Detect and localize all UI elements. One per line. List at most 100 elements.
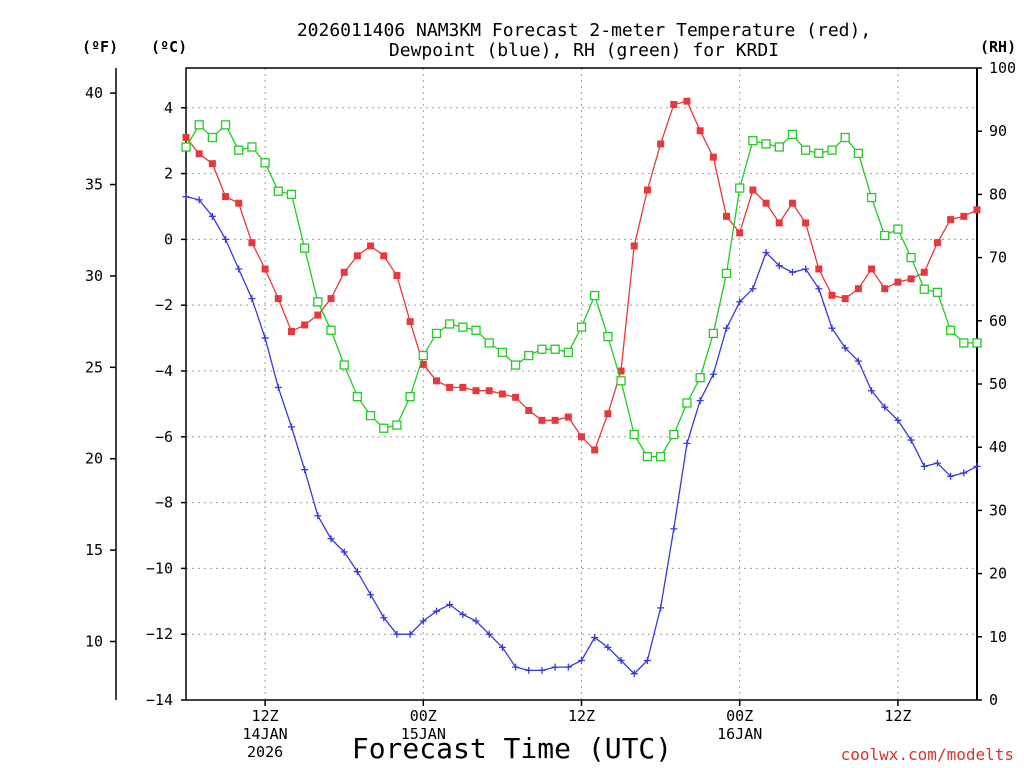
temperature-point: [406, 318, 414, 326]
rh-point: [616, 376, 626, 386]
rh-point: [695, 373, 705, 383]
dewpoint-point: [512, 663, 520, 671]
dewpoint-point: [248, 295, 256, 303]
dewpoint-point: [683, 439, 691, 447]
rh-point: [629, 429, 639, 440]
grid-lines: [186, 68, 977, 701]
rh-series: [181, 120, 982, 462]
dewpoint-point: [432, 607, 440, 615]
rh-point: [365, 410, 376, 421]
temperature-point: [762, 199, 770, 207]
rh-point: [510, 360, 521, 370]
f-tick-label: 35: [85, 176, 103, 194]
dewpoint-point: [709, 370, 717, 378]
dewpoint-point: [538, 666, 546, 674]
dewpoint-point: [235, 265, 243, 273]
temperature-point: [301, 321, 309, 329]
temperature-point: [432, 377, 440, 385]
dewpoint-point: [340, 548, 348, 556]
dewpoint-point: [973, 462, 981, 470]
dewpoint-point: [643, 657, 651, 665]
dewpoint-point: [854, 357, 862, 365]
dewpoint-point: [459, 610, 467, 618]
temperature-point: [182, 133, 190, 141]
unit-rh-label: (RH): [980, 38, 1016, 56]
dewpoint-point: [960, 469, 968, 477]
temperature-point: [643, 186, 651, 194]
temperature-point: [538, 416, 546, 424]
dewpoint-point: [380, 614, 388, 622]
rh-tick-label: 0: [989, 691, 998, 709]
dewpoint-series: [182, 193, 981, 678]
dewpoint-point: [222, 235, 230, 243]
rh-point: [458, 322, 468, 332]
rh-point: [919, 284, 929, 294]
rh-point: [431, 328, 442, 339]
x-axis-label: Forecast Time (UTC): [352, 732, 672, 765]
c-tick-label: −2: [155, 296, 173, 314]
dewpoint-point: [604, 643, 612, 651]
temperature-point: [485, 387, 493, 395]
rh-point: [418, 350, 428, 361]
c-tick-label: −10: [146, 559, 173, 577]
temperature-point: [696, 127, 704, 135]
temperature-point: [235, 199, 243, 207]
x-tick-label: 00Z: [410, 707, 437, 725]
rh-point: [840, 132, 850, 143]
rh-point: [299, 243, 310, 253]
rh-point: [814, 148, 824, 158]
dewpoint-point: [195, 196, 203, 204]
temperature-point: [815, 265, 823, 273]
temperature-point: [709, 153, 717, 161]
f-tick-label: 15: [85, 541, 103, 559]
temperature-point: [604, 410, 612, 418]
temperature-point: [274, 295, 282, 303]
dewpoint-point: [419, 617, 427, 625]
dewpoint-point: [367, 591, 375, 599]
c-tick-label: −14: [146, 691, 173, 709]
series-layer: [181, 97, 982, 678]
temperature-point: [749, 186, 757, 194]
dewpoint-point: [498, 643, 506, 651]
rh-point: [827, 145, 837, 155]
dewpoint-point: [762, 249, 770, 257]
temperature-point: [222, 193, 230, 201]
dewpoint-point: [920, 462, 928, 470]
rh-point: [405, 391, 415, 402]
temperature-point: [498, 390, 506, 398]
rh-tick-label: 80: [989, 185, 1007, 203]
dewpoint-point: [261, 334, 269, 342]
rh-tick-label: 20: [989, 565, 1007, 583]
temperature-point: [881, 285, 889, 293]
rh-tick-label: 60: [989, 312, 1007, 330]
dewpoint-point: [788, 268, 796, 276]
chart-title-line2: Dewpoint (blue), RH (green) for KRDI: [389, 40, 779, 61]
temperature-point: [973, 206, 981, 214]
rh-tick-label: 30: [989, 501, 1007, 519]
temperature-point: [947, 216, 955, 224]
temperature-point: [248, 239, 256, 247]
temperature-point: [828, 291, 836, 299]
rh-point: [655, 452, 666, 462]
rh-point: [800, 145, 811, 155]
temperature-point: [683, 97, 691, 105]
rh-point: [247, 142, 257, 152]
temperature-point: [314, 311, 322, 319]
temperature-point: [920, 268, 928, 276]
unit-celsius-label: (ºC): [151, 38, 187, 56]
dewpoint-point: [696, 397, 704, 405]
x-tick-label: 15JAN: [401, 725, 446, 743]
rh-point: [603, 331, 613, 342]
temperature-point: [775, 219, 783, 227]
dewpoint-point: [208, 212, 216, 220]
temperature-point: [868, 265, 876, 273]
rh-point: [866, 192, 877, 203]
rh-point: [669, 429, 679, 440]
rh-point: [234, 145, 244, 155]
rh-point: [313, 297, 323, 307]
dewpoint-point: [182, 193, 190, 201]
rh-point: [471, 325, 481, 335]
dewpoint-point: [578, 657, 585, 665]
rh-point: [286, 189, 297, 200]
